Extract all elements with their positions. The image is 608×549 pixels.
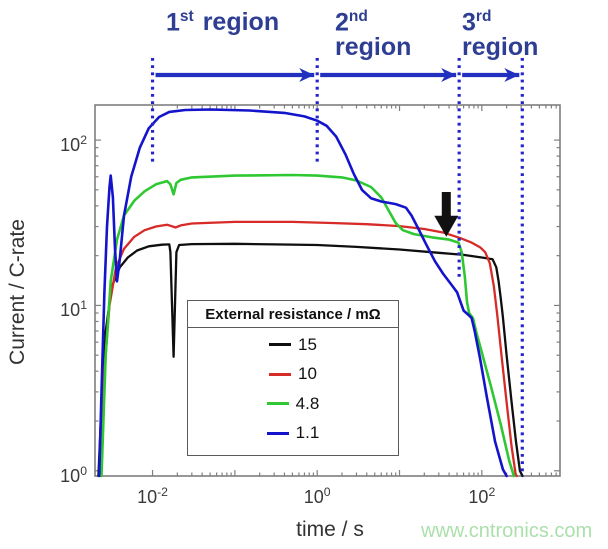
region-1-ordinal: st	[179, 8, 194, 25]
series-line-15	[97, 242, 524, 478]
legend-entry: 1.1	[188, 423, 398, 443]
legend-entry: 4.8	[188, 394, 398, 414]
legend-line-sample-red	[269, 372, 292, 376]
region-3-number: 3	[462, 8, 476, 37]
region-1-number: 1	[166, 8, 180, 37]
x-axis-label: time / s	[296, 518, 364, 541]
y-tick-label: 100	[60, 463, 87, 486]
series-line-10	[98, 220, 518, 478]
series-line-1.1	[97, 108, 508, 478]
region-1-word: region	[202, 8, 280, 37]
legend-entry-label: 10	[298, 364, 317, 384]
region-3-label: 3rd region	[462, 4, 538, 60]
y-tick-label: 101	[60, 298, 87, 321]
y-axis-label: Current / C-rate	[6, 219, 29, 365]
x-tick-label: 100	[303, 485, 331, 507]
region-2-ordinal: nd	[348, 8, 368, 25]
legend-entry-label: 1.1	[295, 423, 320, 443]
legend-line-sample-blue	[266, 431, 289, 435]
legend-entries: 15 10 4.8 1.1	[188, 328, 398, 450]
region-3-ordinal: rd	[475, 8, 492, 25]
series-lines	[97, 108, 524, 478]
watermark: www.cntronics.com	[421, 520, 593, 542]
region-2-word: region	[335, 33, 412, 62]
region-1-label: 1st region	[166, 4, 279, 35]
region-3-word: region	[462, 33, 539, 62]
region-2-label: 2nd region	[335, 4, 411, 60]
axes	[94, 104, 561, 477]
y-tick-label: 102	[60, 133, 87, 156]
region-boundary-lines	[150, 58, 524, 476]
legend-title: External resistance / mΩ	[188, 301, 398, 328]
legend-entry: 10	[188, 364, 398, 384]
region-2-number: 2	[335, 8, 349, 37]
legend-entry: 15	[188, 335, 398, 355]
x-tick-label: 102	[468, 485, 496, 507]
legend-line-sample-green	[266, 402, 289, 406]
x-tick-label: 10-2	[137, 485, 168, 507]
legend: External resistance / mΩ 15 10 4.8 1.1	[187, 300, 399, 456]
legend-entry-label: 15	[298, 334, 317, 354]
annotation-down-arrow	[434, 192, 459, 237]
legend-entry-label: 4.8	[295, 393, 320, 413]
legend-line-sample-black	[269, 343, 292, 347]
